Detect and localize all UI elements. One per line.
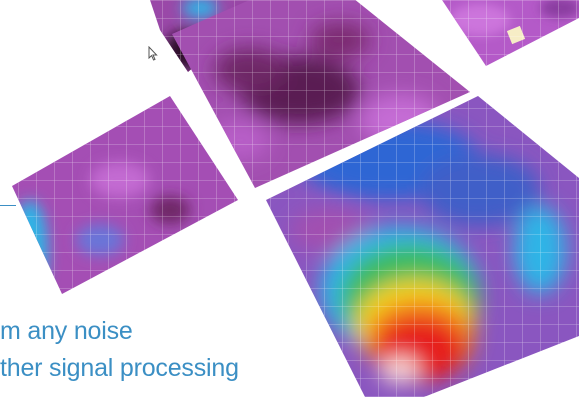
caption-line-2: ther signal processing bbox=[0, 354, 239, 382]
arrow-cursor-icon bbox=[148, 46, 158, 61]
heatmap-tile-top-right bbox=[442, 0, 579, 66]
accent-rule bbox=[0, 205, 16, 206]
heatmap-tile-left bbox=[12, 96, 238, 294]
caption-line-1: m any noise bbox=[0, 317, 133, 345]
